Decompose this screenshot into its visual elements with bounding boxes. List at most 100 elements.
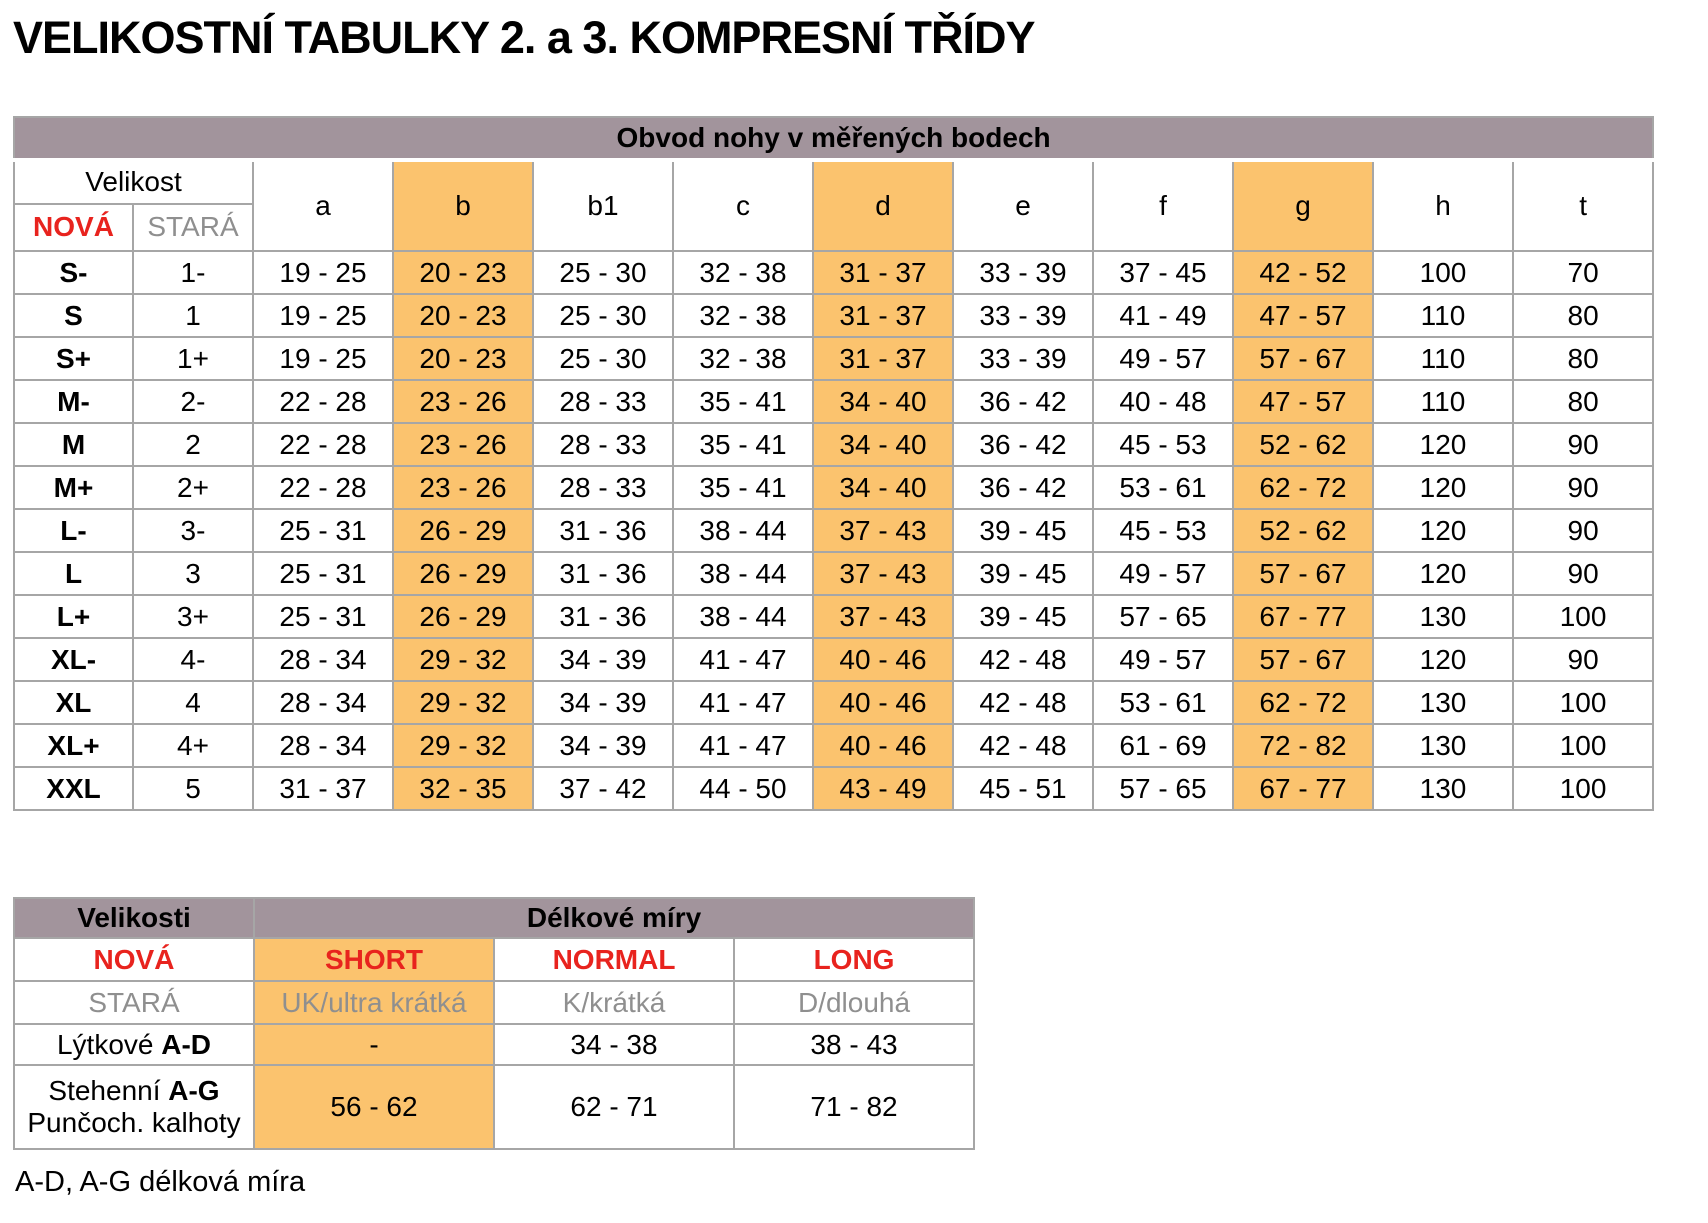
- measure-cell-g: 42 - 52: [1232, 250, 1374, 295]
- size-row-XL+: XL+ 4+ 28 - 34 29 - 32 34 - 39 41 - 47 40 - 46…: [13, 723, 1655, 768]
- measure-cell-b1: 37 - 42: [532, 766, 674, 811]
- measure-cell-g: 67 - 77: [1232, 766, 1374, 811]
- measure-cell-g: 52 - 62: [1232, 508, 1374, 553]
- size-new-cell: S+: [13, 336, 134, 381]
- length-value-cell: 38 - 43: [732, 1023, 976, 1066]
- measure-cell-d: 31 - 37: [812, 336, 954, 381]
- length-range-code: A-D: [161, 1028, 212, 1060]
- measure-cell-g: 62 - 72: [1232, 465, 1374, 510]
- measure-cell-h: 110: [1372, 336, 1514, 381]
- measure-cell-a: 28 - 34: [252, 723, 394, 768]
- measure-cell-b1: 31 - 36: [532, 594, 674, 639]
- measure-cell-d: 40 - 46: [812, 637, 954, 682]
- size-old-cell: 4: [132, 680, 254, 725]
- measure-cell-b: 29 - 32: [392, 637, 534, 682]
- measure-cell-b: 20 - 23: [392, 336, 534, 381]
- measure-cell-f: 57 - 65: [1092, 766, 1234, 811]
- size-table-band-row: Obvod nohy v měřených bodech: [12, 116, 1655, 162]
- measure-cell-a: 25 - 31: [252, 594, 394, 639]
- measure-cell-c: 38 - 44: [672, 594, 814, 639]
- measure-cell-d: 40 - 46: [812, 680, 954, 725]
- size-old-cell: 1: [132, 293, 254, 338]
- measure-cell-e: 39 - 45: [952, 551, 1094, 596]
- measure-cell-g: 67 - 77: [1232, 594, 1374, 639]
- size-new-cell: XL: [13, 680, 134, 725]
- size-new-cell: S: [13, 293, 134, 338]
- measure-cell-a: 28 - 34: [252, 637, 394, 682]
- measure-cell-f: 61 - 69: [1092, 723, 1234, 768]
- measure-cell-b: 23 - 26: [392, 465, 534, 510]
- length-column-normal: NORMAL: [493, 937, 735, 982]
- column-header-h: h: [1372, 159, 1514, 252]
- measure-cell-c: 41 - 47: [672, 723, 814, 768]
- measure-cell-c: 32 - 38: [672, 250, 814, 295]
- measure-cell-f: 53 - 61: [1092, 680, 1234, 725]
- measure-cell-g: 57 - 67: [1232, 551, 1374, 596]
- measure-cell-h: 130: [1372, 680, 1514, 725]
- measure-cell-t: 80: [1511, 336, 1655, 381]
- size-old-cell: 2: [132, 422, 254, 467]
- measure-cell-t: 90: [1511, 551, 1655, 596]
- length-column-short: SHORT: [253, 937, 495, 982]
- measure-cell-a: 22 - 28: [252, 422, 394, 467]
- measure-cell-d: 34 - 40: [812, 465, 954, 510]
- size-old-cell: 2-: [132, 379, 254, 424]
- size-old-cell: 4-: [132, 637, 254, 682]
- measure-cell-b1: 28 - 33: [532, 465, 674, 510]
- measure-cell-t: 70: [1511, 250, 1655, 295]
- measure-cell-e: 39 - 45: [952, 508, 1094, 553]
- measure-cell-b: 29 - 32: [392, 680, 534, 725]
- size-row-M+: M+ 2+ 22 - 28 23 - 26 28 - 33 35 - 41 34 - 40 3…: [13, 465, 1655, 510]
- measure-cell-c: 38 - 44: [672, 551, 814, 596]
- size-new-cell: XL+: [13, 723, 134, 768]
- measure-cell-b: 32 - 35: [392, 766, 534, 811]
- size-row-M: M 2 22 - 28 23 - 26 28 - 33 35 - 41 34 - 40 36 …: [13, 422, 1655, 467]
- measure-cell-c: 35 - 41: [672, 379, 814, 424]
- measure-cell-t: 100: [1511, 594, 1655, 639]
- size-old-cell: 3-: [132, 508, 254, 553]
- size-row-XL: XL 4 28 - 34 29 - 32 34 - 39 41 - 47 40 - 46 42…: [13, 680, 1655, 725]
- measure-cell-a: 31 - 37: [252, 766, 394, 811]
- measure-cell-t: 100: [1511, 723, 1655, 768]
- column-header-a: a: [252, 159, 394, 252]
- measure-cell-e: 42 - 48: [952, 680, 1094, 725]
- measure-cell-b1: 28 - 33: [532, 422, 674, 467]
- column-header-g: g: [1232, 159, 1374, 252]
- measure-cell-d: 37 - 43: [812, 594, 954, 639]
- measure-cell-b: 23 - 26: [392, 422, 534, 467]
- measure-cell-e: 36 - 42: [952, 422, 1094, 467]
- measure-cell-t: 90: [1511, 422, 1655, 467]
- measure-cell-c: 32 - 38: [672, 336, 814, 381]
- measure-cell-f: 41 - 49: [1092, 293, 1234, 338]
- measure-cell-b1: 25 - 30: [532, 293, 674, 338]
- length-new-label: NOVÁ: [13, 937, 255, 982]
- measure-cell-d: 31 - 37: [812, 293, 954, 338]
- measure-cell-b: 29 - 32: [392, 723, 534, 768]
- measure-cell-b: 20 - 23: [392, 250, 534, 295]
- measure-cell-d: 40 - 46: [812, 723, 954, 768]
- measure-cell-b1: 25 - 30: [532, 336, 674, 381]
- measure-cell-h: 130: [1372, 723, 1514, 768]
- size-old-cell: 3+: [132, 594, 254, 639]
- size-row-S+: S+ 1+ 19 - 25 20 - 23 25 - 30 32 - 38 31 - 37 3…: [13, 336, 1655, 381]
- length-value-cell: 56 - 62: [253, 1064, 495, 1150]
- size-new-cell: XXL: [13, 766, 134, 811]
- measure-cell-t: 90: [1511, 465, 1655, 510]
- length-table-band-row: Velikosti Délkové míry: [13, 897, 976, 939]
- measure-cell-g: 72 - 82: [1232, 723, 1374, 768]
- column-header-c: c: [672, 159, 814, 252]
- length-range-code: A-G: [168, 1075, 220, 1106]
- measure-cell-b: 26 - 29: [392, 551, 534, 596]
- measure-cell-a: 19 - 25: [252, 336, 394, 381]
- measure-cell-f: 57 - 65: [1092, 594, 1234, 639]
- length-value-cell: 34 - 38: [493, 1023, 735, 1066]
- measure-cell-b1: 31 - 36: [532, 551, 674, 596]
- measure-cell-b1: 34 - 39: [532, 680, 674, 725]
- measure-cell-a: 28 - 34: [252, 680, 394, 725]
- measure-cell-e: 36 - 42: [952, 465, 1094, 510]
- size-row-M-: M- 2- 22 - 28 23 - 26 28 - 33 35 - 41 34 - 40 3…: [13, 379, 1655, 424]
- measure-cell-d: 34 - 40: [812, 422, 954, 467]
- measure-cell-b1: 34 - 39: [532, 723, 674, 768]
- measure-cell-c: 41 - 47: [672, 680, 814, 725]
